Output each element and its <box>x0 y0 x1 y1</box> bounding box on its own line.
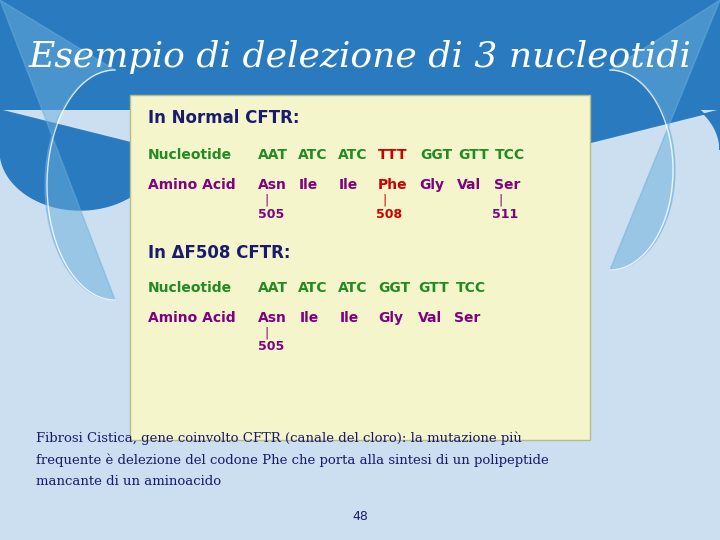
Text: |: | <box>264 193 269 206</box>
Text: AAT: AAT <box>258 281 288 295</box>
Text: Gly: Gly <box>378 311 403 325</box>
Text: GGT: GGT <box>378 281 410 295</box>
Text: Fibrosi Cistica, gene coinvolto CFTR (canale del cloro): la mutazione più
freque: Fibrosi Cistica, gene coinvolto CFTR (ca… <box>36 432 549 488</box>
Text: ATC: ATC <box>338 148 367 162</box>
Text: Ser: Ser <box>454 311 480 325</box>
Text: Amino Acid: Amino Acid <box>148 311 235 325</box>
Text: Nucleotide: Nucleotide <box>148 281 232 295</box>
Text: Ile: Ile <box>339 178 359 192</box>
Text: GTT: GTT <box>458 148 489 162</box>
Text: Nucleotide: Nucleotide <box>148 148 232 162</box>
Bar <box>0 0 720 110</box>
Text: Asn: Asn <box>258 311 287 325</box>
Text: 505: 505 <box>258 207 284 220</box>
Text: Ser: Ser <box>494 178 521 192</box>
Polygon shape <box>0 110 160 210</box>
Text: 508: 508 <box>376 207 402 220</box>
Text: Ile: Ile <box>300 311 319 325</box>
Text: ATC: ATC <box>338 281 367 295</box>
Text: Gly: Gly <box>419 178 444 192</box>
Text: Asn: Asn <box>258 178 287 192</box>
Polygon shape <box>610 0 720 270</box>
FancyBboxPatch shape <box>130 95 590 440</box>
Text: ATC: ATC <box>298 148 328 162</box>
Text: 48: 48 <box>352 510 368 523</box>
Text: TCC: TCC <box>456 281 486 295</box>
Text: Val: Val <box>418 311 442 325</box>
Text: GTT: GTT <box>418 281 449 295</box>
Text: AAT: AAT <box>258 148 288 162</box>
Text: |: | <box>498 193 503 206</box>
Polygon shape <box>0 0 115 300</box>
Text: TCC: TCC <box>495 148 525 162</box>
Text: 511: 511 <box>492 207 518 220</box>
Text: Esempio di delezione di 3 nucleotidi: Esempio di delezione di 3 nucleotidi <box>29 40 691 74</box>
Text: Val: Val <box>457 178 481 192</box>
Text: Ile: Ile <box>299 178 318 192</box>
Text: In ΔF508 CFTR:: In ΔF508 CFTR: <box>148 244 290 262</box>
Text: |: | <box>264 327 269 340</box>
Text: TTT: TTT <box>378 148 408 162</box>
Text: GGT: GGT <box>420 148 452 162</box>
Text: ATC: ATC <box>298 281 328 295</box>
Text: Amino Acid: Amino Acid <box>148 178 235 192</box>
Text: 505: 505 <box>258 341 284 354</box>
Text: Phe: Phe <box>378 178 408 192</box>
Text: In Normal CFTR:: In Normal CFTR: <box>148 109 300 127</box>
Text: Ile: Ile <box>340 311 359 325</box>
Polygon shape <box>560 90 720 150</box>
Text: |: | <box>382 193 386 206</box>
